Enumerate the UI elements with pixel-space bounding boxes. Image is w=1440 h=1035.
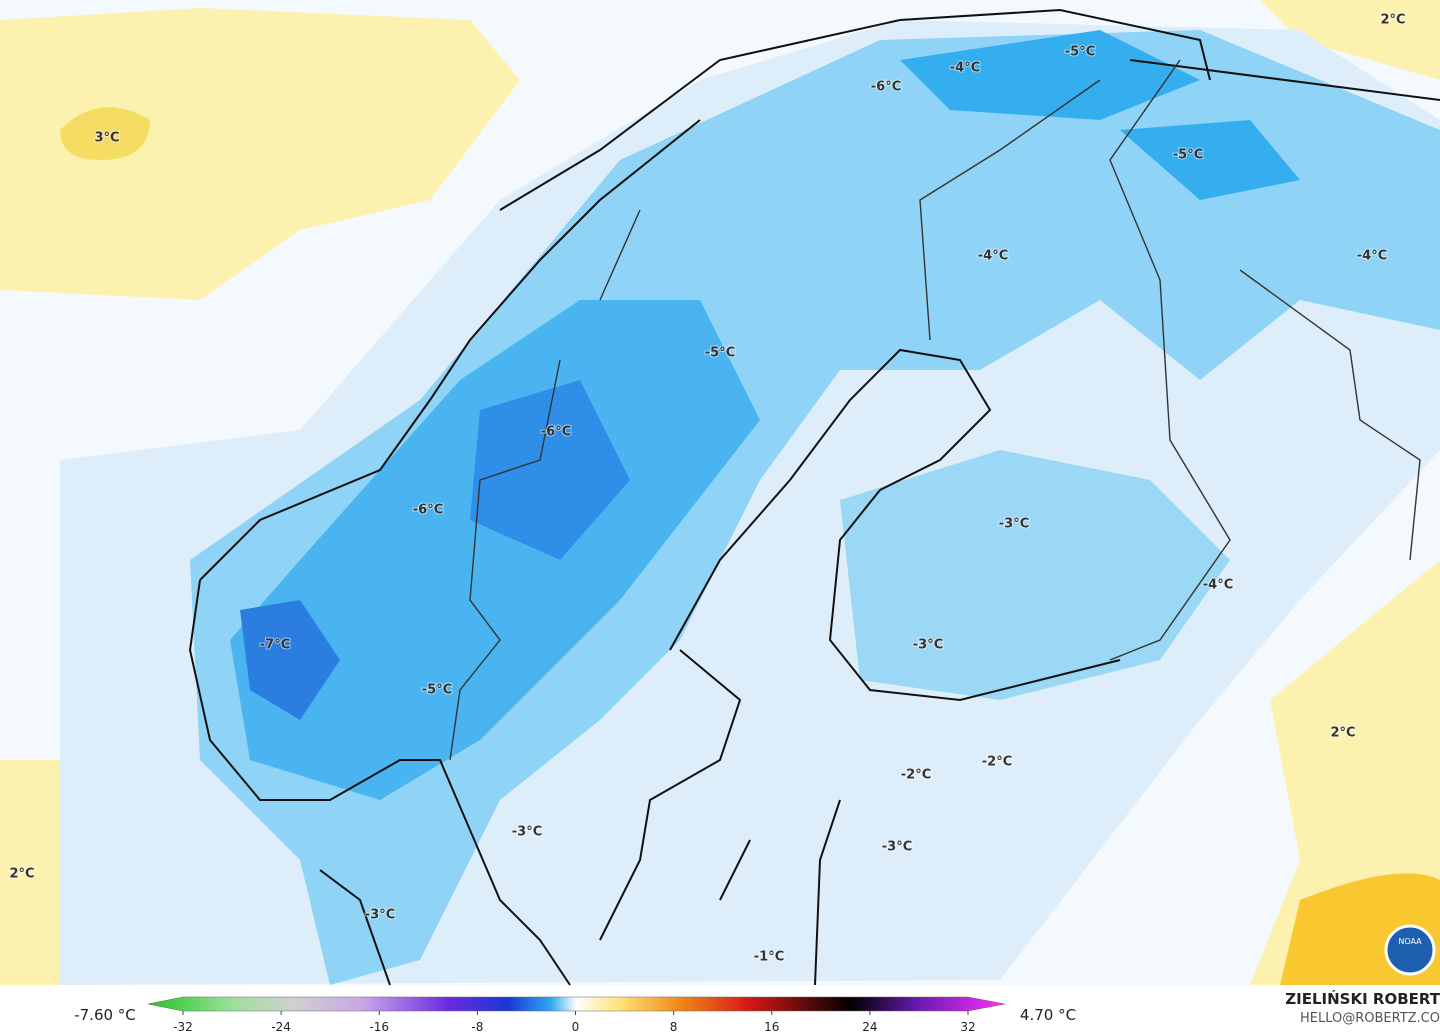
colorbar: -7.60 °C 4.70 °C -32 -24 -16 -8 0 8 16 24 32 bbox=[74, 996, 1076, 1034]
temperature-label: -5°C bbox=[422, 683, 452, 698]
colorbar-tick-label: -32 bbox=[173, 1020, 193, 1034]
coastlines bbox=[188, 8, 1440, 986]
temperature-label: -5°C bbox=[1173, 148, 1203, 163]
temperature-label: -3°C bbox=[512, 825, 542, 840]
temperature-label: -2°C bbox=[982, 755, 1012, 770]
legend-min: -7.60 °C bbox=[74, 1006, 136, 1024]
temperature-label: -4°C bbox=[950, 61, 980, 76]
colorbar-gradient bbox=[147, 996, 1006, 1012]
temperature-label: -5°C bbox=[1065, 45, 1095, 60]
colorbar-tick-label: -8 bbox=[471, 1020, 483, 1034]
colorbar-tick-label: 8 bbox=[670, 1020, 678, 1034]
temperature-label: -1°C bbox=[754, 950, 784, 965]
map-labels: 3°C 2°C -5°C -4°C -6°C -5°C -4°C -4°C -5°C -6°C -6… bbox=[8, 12, 1406, 966]
temperature-label: -3°C bbox=[882, 840, 912, 855]
temperature-label: -3°C bbox=[999, 517, 1029, 532]
temperature-label: -6°C bbox=[413, 503, 443, 518]
temperature-label: -3°C bbox=[365, 908, 395, 923]
borders bbox=[449, 59, 1421, 761]
temperature-label: -5°C bbox=[705, 346, 735, 361]
temperature-label: -7°C bbox=[260, 638, 290, 653]
colorbar-tick-label: 16 bbox=[764, 1020, 779, 1034]
credit: NOAA ZIELIŃSKI ROBERT HELLO@ROBERTZ.CO bbox=[1285, 924, 1440, 1026]
colorbar-tick-label: -24 bbox=[271, 1020, 291, 1034]
map-background bbox=[0, 0, 1440, 985]
colorbar-tick-label: 32 bbox=[960, 1020, 975, 1034]
noaa-logo bbox=[1384, 924, 1436, 976]
legend-max: 4.70 °C bbox=[1020, 1006, 1076, 1024]
temperature-label: -2°C bbox=[901, 768, 931, 783]
temperature-label: -4°C bbox=[1203, 578, 1233, 593]
colorbar-tick-label: 24 bbox=[862, 1020, 877, 1034]
temperature-label: -6°C bbox=[541, 425, 571, 440]
temperature-label: -4°C bbox=[978, 249, 1008, 264]
temperature-label: 3°C bbox=[94, 131, 119, 146]
temperature-label: -3°C bbox=[913, 638, 943, 653]
colorbar-tick-label: -16 bbox=[369, 1020, 389, 1034]
temperature-label: -6°C bbox=[871, 80, 901, 95]
credit-name: ZIELIŃSKI ROBERT bbox=[1285, 989, 1440, 1008]
temperature-label: 2°C bbox=[1380, 13, 1405, 28]
credit-email: HELLO@ROBERTZ.CO bbox=[1300, 1011, 1440, 1026]
colorbar-tick-label: 0 bbox=[572, 1020, 580, 1034]
noaa-logo-text: NOAA bbox=[1398, 937, 1422, 946]
temperature-label: 2°C bbox=[9, 867, 34, 882]
temperature-label: 2°C bbox=[1330, 726, 1355, 741]
temperature-label: -4°C bbox=[1357, 249, 1387, 264]
